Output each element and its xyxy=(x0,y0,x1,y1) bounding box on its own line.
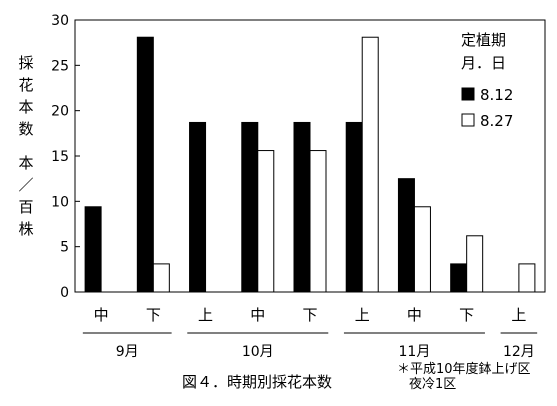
legend-title-1: 定植期 xyxy=(461,31,506,49)
month-label: 10月 xyxy=(242,344,274,360)
footnote-line-2: 夜冷1区 xyxy=(409,377,457,392)
bar-series-2 xyxy=(466,235,484,293)
y-axis-unit-char: ／ xyxy=(18,176,34,194)
x-tick-label: 中 xyxy=(407,306,422,324)
bar-series-1 xyxy=(241,121,259,293)
y-axis-label-char: 花 xyxy=(18,76,34,94)
x-tick-label: 中 xyxy=(250,306,265,324)
bar-series-2 xyxy=(361,36,379,293)
legend-swatch-1 xyxy=(461,87,475,101)
y-tick-label: 15 xyxy=(51,149,69,165)
y-tick-label: 20 xyxy=(51,104,69,120)
footnote-line-1: ＊平成10年度鉢上げ区 xyxy=(397,362,531,377)
x-tick-label: 下 xyxy=(146,306,161,324)
y-tick-label: 25 xyxy=(51,58,69,74)
legend-label-2: 8.27 xyxy=(480,112,513,130)
legend-title-2: 月．日 xyxy=(461,54,506,72)
bars xyxy=(84,36,536,293)
y-axis-ticks: 0 5 10 15 20 25 30 xyxy=(51,13,80,301)
y-axis-label-char: 採 xyxy=(18,54,34,72)
y-tick-label: 0 xyxy=(60,285,69,301)
y-tick-label: 5 xyxy=(60,240,69,256)
legend-label-1: 8.12 xyxy=(480,86,513,104)
x-tick-label: 上 xyxy=(198,306,213,324)
y-axis-label-char: 本 xyxy=(18,98,34,116)
figure-caption: 図４．時期別採花本数 xyxy=(182,373,333,391)
bar-series-1 xyxy=(450,263,468,293)
bar-series-2 xyxy=(257,150,275,293)
month-label: 12月 xyxy=(503,344,535,360)
bar-series-1 xyxy=(345,121,363,293)
bar-series-2 xyxy=(309,150,327,293)
bar-series-1 xyxy=(189,121,207,293)
x-tick-label: 下 xyxy=(302,306,317,324)
x-tick-label: 上 xyxy=(511,306,526,324)
bar-series-2 xyxy=(413,206,431,293)
y-tick-label: 30 xyxy=(51,13,69,29)
legend: 定植期 月．日 8.12 8.27 xyxy=(461,31,513,130)
y-tick-label: 10 xyxy=(51,194,69,210)
y-axis-unit-char: 本 xyxy=(18,154,34,172)
bar-series-2 xyxy=(152,263,170,293)
legend-swatch-2 xyxy=(461,113,475,127)
y-axis-unit-char: 株 xyxy=(18,220,34,238)
x-axis-labels: 中下上中下上中下上 xyxy=(94,306,527,324)
bar-series-1 xyxy=(397,178,415,293)
y-axis-label: 採 花 本 数 本 ／ 百 株 xyxy=(16,52,36,240)
month-label: 11月 xyxy=(399,344,431,360)
bar-series-1 xyxy=(293,121,311,293)
month-label: 9月 xyxy=(116,344,139,360)
y-axis-unit-char: 百 xyxy=(18,198,34,216)
bar-series-1 xyxy=(136,36,154,293)
bar-series-1 xyxy=(84,206,102,293)
y-axis-label-char: 数 xyxy=(18,120,34,138)
month-groups: 9月 10月 11月 12月 xyxy=(82,332,538,360)
x-tick-label: 下 xyxy=(459,306,474,324)
x-tick-label: 上 xyxy=(355,306,370,324)
bar-series-2 xyxy=(518,263,536,293)
footnote: ＊平成10年度鉢上げ区 夜冷1区 xyxy=(397,362,531,392)
x-tick-label: 中 xyxy=(94,306,109,324)
